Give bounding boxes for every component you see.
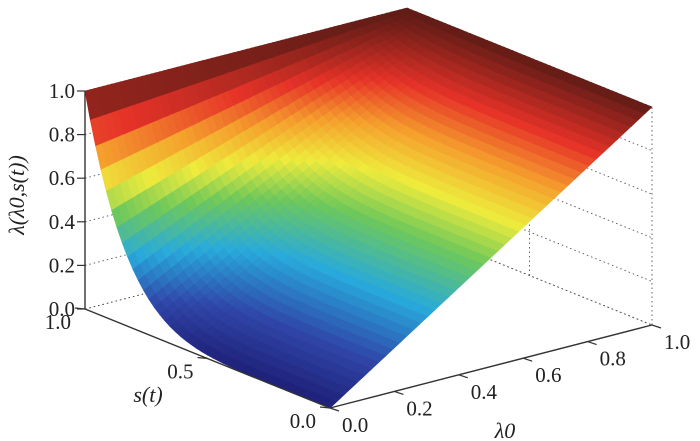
surface bbox=[84, 7, 653, 409]
y-axis-label: s(t) bbox=[133, 382, 162, 407]
y-tick-mark bbox=[319, 406, 331, 409]
x-tick-label: 1.0 bbox=[664, 330, 690, 354]
x-tick-mark bbox=[394, 390, 404, 395]
x-tick-label: 0.6 bbox=[535, 363, 561, 387]
x-tick-mark bbox=[458, 374, 468, 379]
z-tick-label: 0.2 bbox=[49, 253, 75, 277]
x-tick-mark bbox=[587, 341, 597, 346]
x-tick-mark bbox=[651, 324, 662, 329]
z-axis-label: λ(λ0,s(t)) bbox=[4, 155, 29, 236]
x-axis-label: λ0 bbox=[494, 418, 516, 441]
z-tick-label: 1.0 bbox=[49, 79, 75, 103]
x-tick-mark bbox=[329, 407, 340, 412]
z-tick-label: 0.8 bbox=[49, 123, 75, 147]
x-tick-label: 0.0 bbox=[342, 413, 368, 437]
x-tick-label: 0.4 bbox=[471, 380, 498, 404]
surface-patch bbox=[639, 104, 653, 114]
y-tick-label: 0.5 bbox=[167, 360, 193, 384]
x-tick-label: 0.8 bbox=[600, 347, 626, 371]
axes: 0.00.20.40.60.81.00.00.51.00.00.20.40.60… bbox=[45, 79, 691, 437]
z-tick-label: 0.0 bbox=[49, 297, 75, 321]
grid-line bbox=[84, 181, 653, 282]
y-tick-label: 0.0 bbox=[290, 409, 316, 433]
z-tick-label: 0.4 bbox=[49, 210, 76, 234]
y-tick-mark bbox=[197, 356, 208, 360]
grid-line bbox=[84, 138, 653, 239]
x-tick-mark bbox=[523, 357, 533, 362]
z-tick-label: 0.6 bbox=[49, 166, 75, 190]
y-tick-label: 1.0 bbox=[45, 310, 71, 334]
x-axis-line bbox=[329, 324, 653, 409]
grid-line bbox=[84, 225, 408, 310]
x-tick-label: 0.2 bbox=[406, 396, 432, 420]
